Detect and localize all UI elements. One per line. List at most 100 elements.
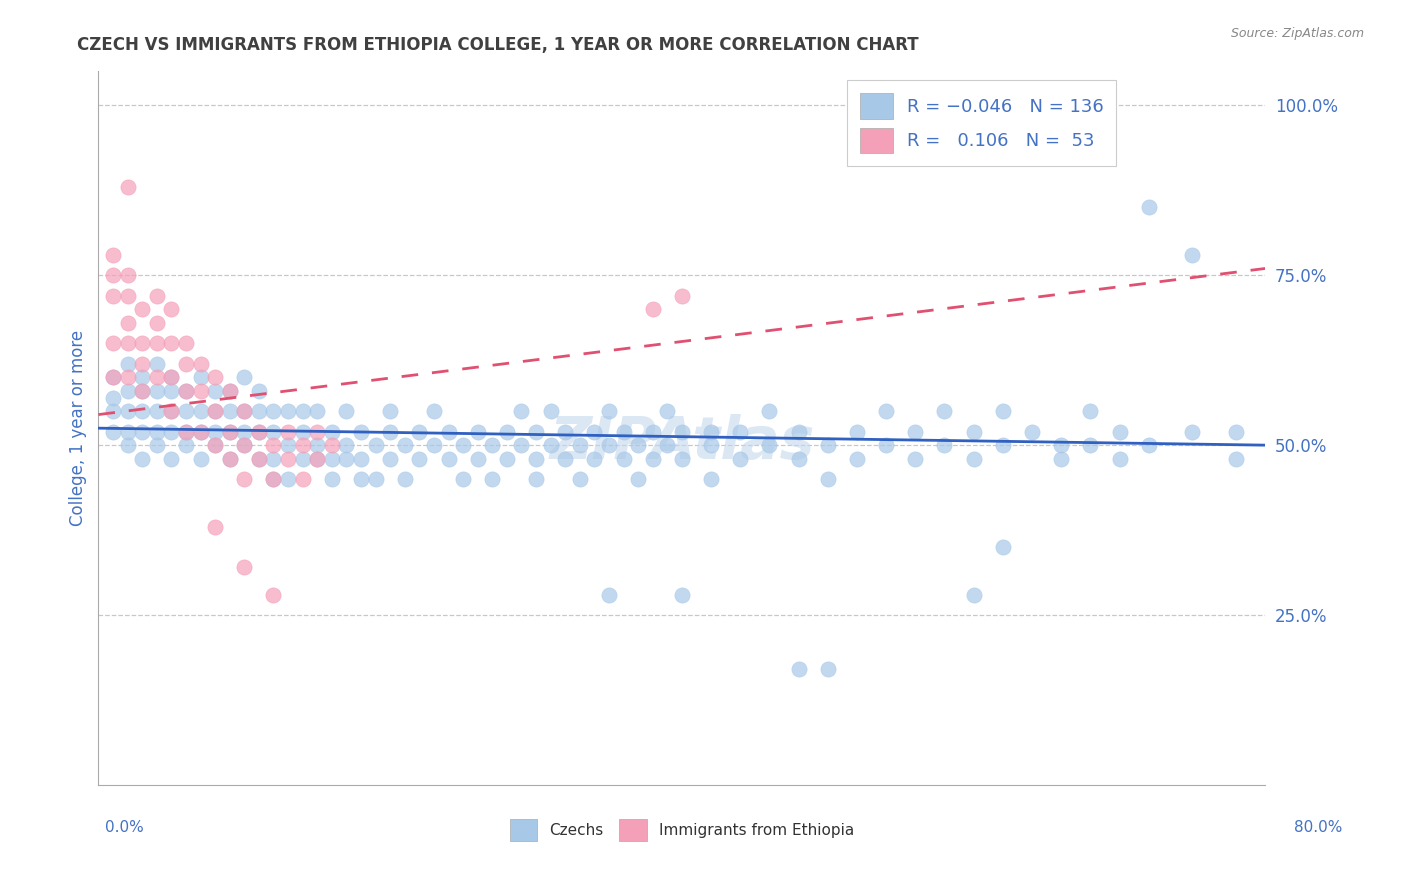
Point: [233, 404, 256, 418]
Y-axis label: College, 1 year or more: College, 1 year or more: [69, 330, 87, 526]
Point: [700, 472, 723, 486]
Point: [408, 425, 430, 439]
Point: [146, 425, 169, 439]
Point: [160, 370, 183, 384]
Point: [218, 451, 240, 466]
Point: [540, 404, 562, 418]
Point: [554, 425, 576, 439]
Point: [131, 384, 153, 398]
Point: [146, 288, 169, 302]
Point: [262, 425, 284, 439]
Point: [262, 472, 284, 486]
Point: [846, 425, 869, 439]
Point: [262, 438, 284, 452]
Point: [1021, 425, 1043, 439]
Point: [598, 404, 620, 418]
Point: [174, 384, 197, 398]
Point: [1225, 425, 1247, 439]
Point: [423, 404, 446, 418]
Point: [117, 404, 139, 418]
Point: [307, 438, 329, 452]
Point: [101, 370, 124, 384]
Point: [1181, 425, 1204, 439]
Point: [380, 404, 402, 418]
Point: [481, 472, 503, 486]
Point: [875, 404, 897, 418]
Point: [291, 425, 314, 439]
Point: [117, 425, 139, 439]
Point: [1050, 438, 1073, 452]
Point: [423, 438, 446, 452]
Point: [247, 384, 270, 398]
Point: [641, 302, 664, 317]
Point: [1181, 248, 1204, 262]
Point: [817, 438, 839, 452]
Point: [131, 404, 153, 418]
Point: [598, 438, 620, 452]
Point: [218, 404, 240, 418]
Point: [524, 451, 547, 466]
Text: 0.0%: 0.0%: [105, 821, 145, 835]
Point: [904, 451, 927, 466]
Point: [174, 438, 197, 452]
Point: [568, 438, 591, 452]
Point: [758, 438, 780, 452]
Point: [101, 404, 124, 418]
Point: [204, 370, 226, 384]
Point: [380, 425, 402, 439]
Point: [904, 425, 927, 439]
Point: [408, 451, 430, 466]
Point: [991, 438, 1014, 452]
Point: [394, 438, 416, 452]
Point: [451, 438, 474, 452]
Point: [962, 588, 984, 602]
Point: [467, 451, 489, 466]
Point: [307, 451, 329, 466]
Point: [524, 472, 547, 486]
Text: Source: ZipAtlas.com: Source: ZipAtlas.com: [1230, 27, 1364, 40]
Point: [204, 438, 226, 452]
Point: [335, 404, 357, 418]
Point: [218, 425, 240, 439]
Point: [160, 425, 183, 439]
Point: [204, 425, 226, 439]
Point: [307, 404, 329, 418]
Point: [321, 472, 343, 486]
Point: [583, 451, 606, 466]
Point: [247, 404, 270, 418]
Point: [160, 384, 183, 398]
Point: [204, 384, 226, 398]
Point: [146, 336, 169, 351]
Point: [190, 425, 212, 439]
Point: [700, 425, 723, 439]
Point: [160, 370, 183, 384]
Point: [467, 425, 489, 439]
Point: [146, 438, 169, 452]
Point: [627, 438, 650, 452]
Point: [174, 357, 197, 371]
Point: [233, 438, 256, 452]
Point: [174, 384, 197, 398]
Point: [218, 425, 240, 439]
Point: [233, 425, 256, 439]
Point: [451, 472, 474, 486]
Point: [554, 451, 576, 466]
Point: [291, 472, 314, 486]
Point: [671, 425, 693, 439]
Point: [174, 425, 197, 439]
Point: [101, 336, 124, 351]
Point: [641, 451, 664, 466]
Point: [657, 438, 679, 452]
Point: [218, 384, 240, 398]
Point: [204, 438, 226, 452]
Point: [787, 425, 810, 439]
Text: 80.0%: 80.0%: [1295, 821, 1343, 835]
Point: [321, 425, 343, 439]
Point: [101, 391, 124, 405]
Point: [962, 425, 984, 439]
Point: [568, 472, 591, 486]
Point: [131, 357, 153, 371]
Point: [612, 451, 634, 466]
Point: [510, 404, 533, 418]
Point: [146, 316, 169, 330]
